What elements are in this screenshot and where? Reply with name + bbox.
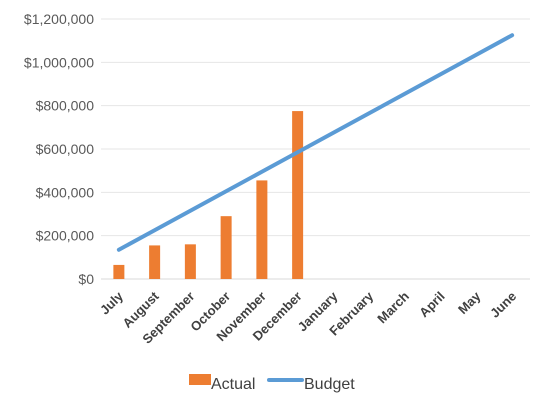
gridlines: [101, 19, 530, 279]
budget-line: [119, 35, 512, 250]
actual-bar: [292, 111, 303, 279]
x-category-label: March: [374, 288, 412, 326]
x-axis-category-labels: JulyAugustSeptemberOctoberNovemberDecemb…: [97, 288, 519, 347]
legend: Actual Budget: [189, 374, 355, 393]
legend-swatch-actual: [189, 374, 211, 385]
x-category-label: April: [416, 289, 448, 321]
actual-bar: [256, 180, 267, 279]
y-tick-label: $0: [78, 271, 94, 287]
y-axis-tick-labels: $0 $200,000 $400,000 $600,000 $800,000 $1,000…: [24, 11, 94, 287]
y-tick-label: $1,000,000: [24, 54, 94, 70]
y-tick-label: $600,000: [36, 141, 95, 157]
actual-bar: [185, 244, 196, 279]
x-category-label: July: [97, 288, 127, 318]
actual-bars: [113, 111, 303, 279]
actual-bar: [149, 245, 160, 279]
budget-line-path: [119, 35, 512, 250]
y-tick-label: $1,200,000: [24, 11, 94, 27]
legend-label-actual: Actual: [211, 376, 255, 393]
actual-bar: [113, 265, 124, 279]
y-tick-label: $400,000: [36, 184, 95, 200]
x-category-label: May: [455, 288, 484, 317]
y-tick-label: $800,000: [36, 98, 95, 114]
actual-bar: [221, 216, 232, 279]
x-category-label: June: [487, 289, 519, 321]
y-tick-label: $200,000: [36, 228, 95, 244]
legend-label-budget: Budget: [304, 376, 355, 393]
